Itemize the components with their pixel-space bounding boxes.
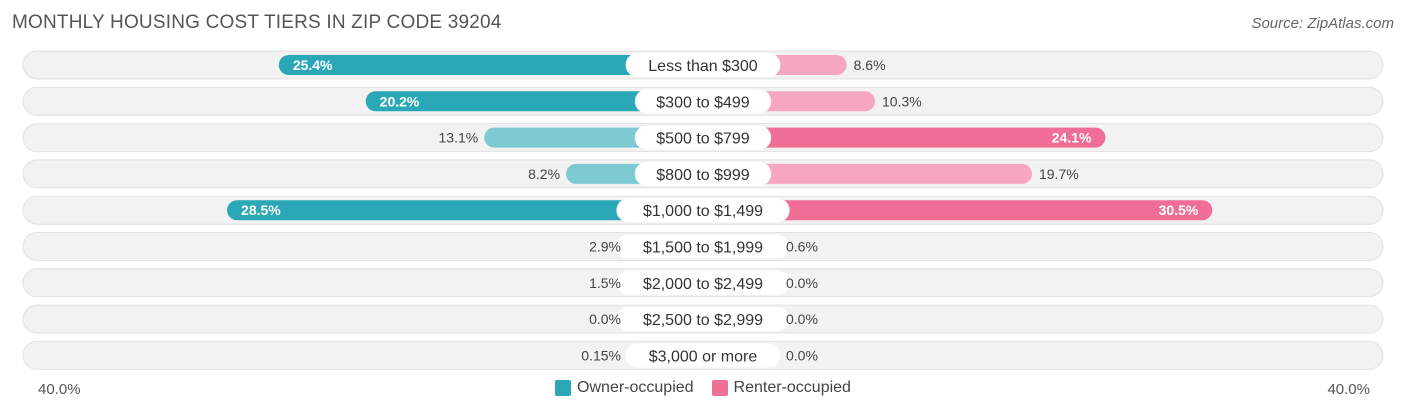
bar-owner[interactable]: [227, 200, 704, 221]
value-label-renter: 24.1%: [1052, 130, 1092, 146]
legend-item-owner[interactable]: Owner-occupied: [555, 379, 694, 397]
value-label-owner: 8.2%: [528, 166, 560, 182]
bar-renter[interactable]: [703, 200, 1213, 221]
value-label-renter: 0.0%: [786, 311, 818, 327]
category-pill: [625, 53, 781, 77]
value-label-owner: 25.4%: [293, 57, 333, 73]
category-label: $800 to $999: [656, 167, 750, 184]
category-label: $3,000 or more: [649, 348, 758, 365]
legend-label-renter: Renter-occupied: [733, 379, 851, 396]
value-label-owner: 13.1%: [439, 130, 479, 146]
axis-right-label: 40.0%: [1327, 381, 1370, 398]
bar-renter[interactable]: [703, 163, 1032, 184]
value-label-renter: 10.3%: [882, 93, 922, 109]
category-label: $300 to $499: [656, 94, 750, 111]
legend: Owner-occupied Renter-occupied: [0, 379, 1406, 397]
category-pill: [616, 270, 790, 295]
category-pill: [616, 198, 790, 223]
category-pill: [616, 307, 790, 332]
value-label-owner: 2.9%: [589, 239, 621, 255]
chart-source: Source: ZipAtlas.com: [1251, 15, 1394, 32]
legend-swatch-renter: [711, 380, 728, 396]
value-label-renter: 30.5%: [1159, 202, 1199, 218]
chart-title: MONTHLY HOUSING COST TIERS IN ZIP CODE 3…: [12, 12, 502, 33]
value-label-owner: 0.0%: [589, 311, 621, 327]
bar-owner[interactable]: [365, 91, 703, 112]
value-label-renter: 0.0%: [786, 275, 818, 291]
category-label: Less than $300: [648, 58, 758, 75]
category-label: $1,500 to $1,999: [643, 240, 763, 257]
category-pill: [625, 343, 781, 368]
value-label-owner: 1.5%: [589, 275, 621, 291]
category-label: $1,000 to $1,499: [643, 203, 763, 220]
bar-owner[interactable]: [278, 55, 703, 75]
category-pill: [616, 234, 790, 259]
axis-left-label: 40.0%: [38, 381, 81, 398]
category-label: $2,000 to $2,499: [643, 276, 763, 293]
legend-label-owner: Owner-occupied: [577, 379, 694, 396]
category-pill: [634, 89, 772, 114]
category-pill: [634, 161, 772, 186]
category-label: $2,500 to $2,999: [643, 312, 763, 329]
bar-renter[interactable]: [703, 127, 1106, 148]
legend-item-renter[interactable]: Renter-occupied: [711, 379, 851, 397]
category-label: $500 to $799: [656, 131, 750, 148]
value-label-renter: 0.6%: [786, 239, 818, 255]
value-label-owner: 0.15%: [581, 347, 621, 363]
value-label-owner: 20.2%: [380, 93, 420, 109]
legend-swatch-owner: [555, 380, 572, 396]
category-pill: [634, 125, 772, 150]
value-label-renter: 8.6%: [854, 57, 886, 73]
value-label-renter: 19.7%: [1039, 166, 1079, 182]
value-label-owner: 28.5%: [241, 202, 281, 218]
value-label-renter: 0.0%: [786, 347, 818, 363]
